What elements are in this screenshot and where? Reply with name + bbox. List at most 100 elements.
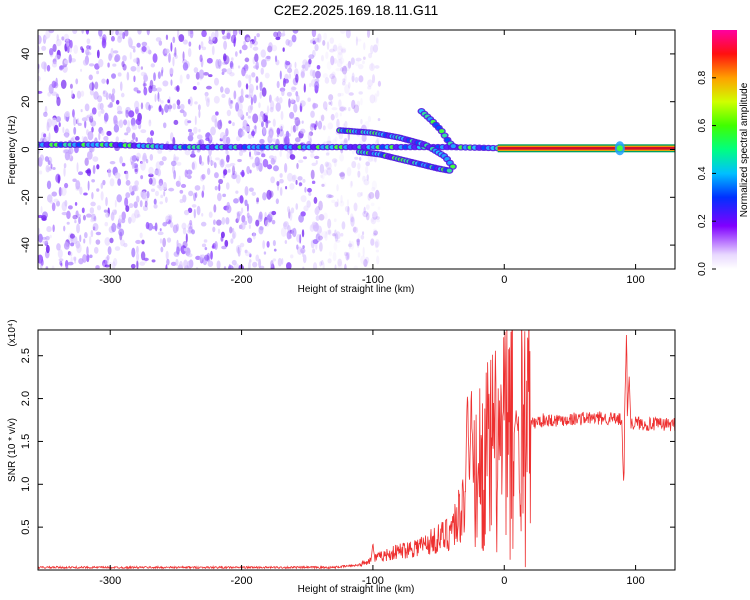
noise-speck [159, 104, 162, 112]
noise-speck [253, 125, 257, 130]
noise-speck [345, 252, 350, 261]
noise-speck [75, 210, 79, 218]
noise-speck [89, 82, 95, 91]
spectrogram-y-axis: -40 -20 0 20 40 [20, 48, 675, 253]
noise-speck [376, 36, 380, 47]
noise-speck [337, 258, 343, 267]
noise-speck [157, 149, 163, 154]
branch-steep-core [439, 129, 445, 134]
noise-speck [348, 240, 352, 250]
noise-speck [284, 163, 288, 173]
noise-speck [188, 190, 194, 197]
noise-speck [178, 34, 185, 42]
noise-speck [344, 73, 347, 84]
noise-speck [353, 104, 360, 114]
noise-speck [204, 247, 208, 251]
noise-speck [360, 192, 363, 197]
noise-speck [334, 112, 339, 118]
noise-speck [218, 178, 224, 185]
noise-speck [106, 130, 112, 137]
noise-speck [300, 248, 306, 254]
noise-speck [261, 120, 264, 128]
noise-speck [155, 161, 161, 170]
noise-speck [55, 77, 58, 87]
noise-speck [97, 95, 103, 103]
noise-speck [282, 47, 285, 52]
noise-speck [205, 85, 212, 90]
noise-speck [326, 140, 332, 144]
noise-speck [140, 251, 146, 261]
noise-speck [328, 229, 332, 236]
noise-speck [208, 211, 213, 218]
noise-speck [179, 103, 185, 110]
noise-speck [107, 167, 112, 178]
noise-speck [233, 35, 237, 44]
noise-speck [111, 222, 117, 233]
noise-speck [182, 227, 187, 235]
noise-speck [89, 207, 95, 214]
noise-speck [187, 222, 193, 231]
noise-speck [353, 265, 358, 269]
noise-speck [72, 178, 77, 183]
noise-speck [78, 171, 84, 176]
noise-speck [226, 109, 232, 117]
noise-speck [187, 30, 191, 37]
noise-speck [163, 190, 166, 197]
noise-speck [295, 179, 298, 185]
noise-speck [338, 57, 345, 65]
noise-speck [265, 118, 269, 129]
noise-speck [376, 255, 380, 265]
noise-speck [130, 117, 136, 127]
noise-speck [122, 55, 127, 62]
noise-speck [371, 180, 377, 190]
noise-speck [244, 125, 251, 132]
noise-speck [148, 85, 153, 94]
noise-speck [148, 104, 151, 111]
noise-speck [329, 37, 335, 44]
snr-y-multiplier: (x10⁴) [7, 319, 18, 346]
noise-speck [293, 117, 299, 121]
noise-speck [125, 205, 130, 212]
noise-speck [106, 78, 109, 85]
noise-speck [85, 30, 90, 35]
noise-speck [83, 238, 86, 244]
noise-speck [162, 222, 168, 227]
noise-speck [45, 164, 51, 173]
noise-speck [45, 235, 50, 241]
noise-speck [291, 34, 297, 43]
noise-speck [360, 234, 365, 240]
noise-speck [253, 149, 258, 156]
noise-speck [246, 165, 251, 175]
noise-speck [255, 61, 259, 70]
noise-speck [252, 40, 259, 46]
noise-speck [179, 189, 184, 194]
noise-speck [81, 48, 85, 53]
noise-speck [186, 73, 190, 80]
branch-steep-core [442, 133, 448, 138]
noise-speck [189, 219, 193, 226]
noise-speck [250, 130, 256, 137]
noise-speck [249, 253, 252, 258]
noise-speck [327, 218, 332, 229]
noise-speck [140, 102, 144, 110]
noise-speck [200, 221, 207, 227]
noise-speck [141, 46, 147, 52]
noise-speck [108, 93, 112, 100]
noise-speck [323, 212, 328, 220]
noise-speck [253, 35, 257, 42]
noise-speck [234, 51, 238, 57]
noise-speck [248, 83, 254, 94]
noise-speck [285, 60, 291, 66]
noise-speck [291, 86, 297, 91]
noise-speck [154, 93, 157, 103]
noise-speck [161, 156, 167, 162]
noise-speck [288, 98, 291, 108]
noise-speck [300, 71, 305, 79]
noise-speck [107, 104, 113, 108]
noise-speck [75, 78, 79, 85]
noise-speck [365, 165, 369, 174]
noise-speck [366, 174, 369, 181]
noise-speck [170, 261, 177, 266]
noise-speck [140, 160, 146, 171]
noise-speck [148, 177, 153, 185]
